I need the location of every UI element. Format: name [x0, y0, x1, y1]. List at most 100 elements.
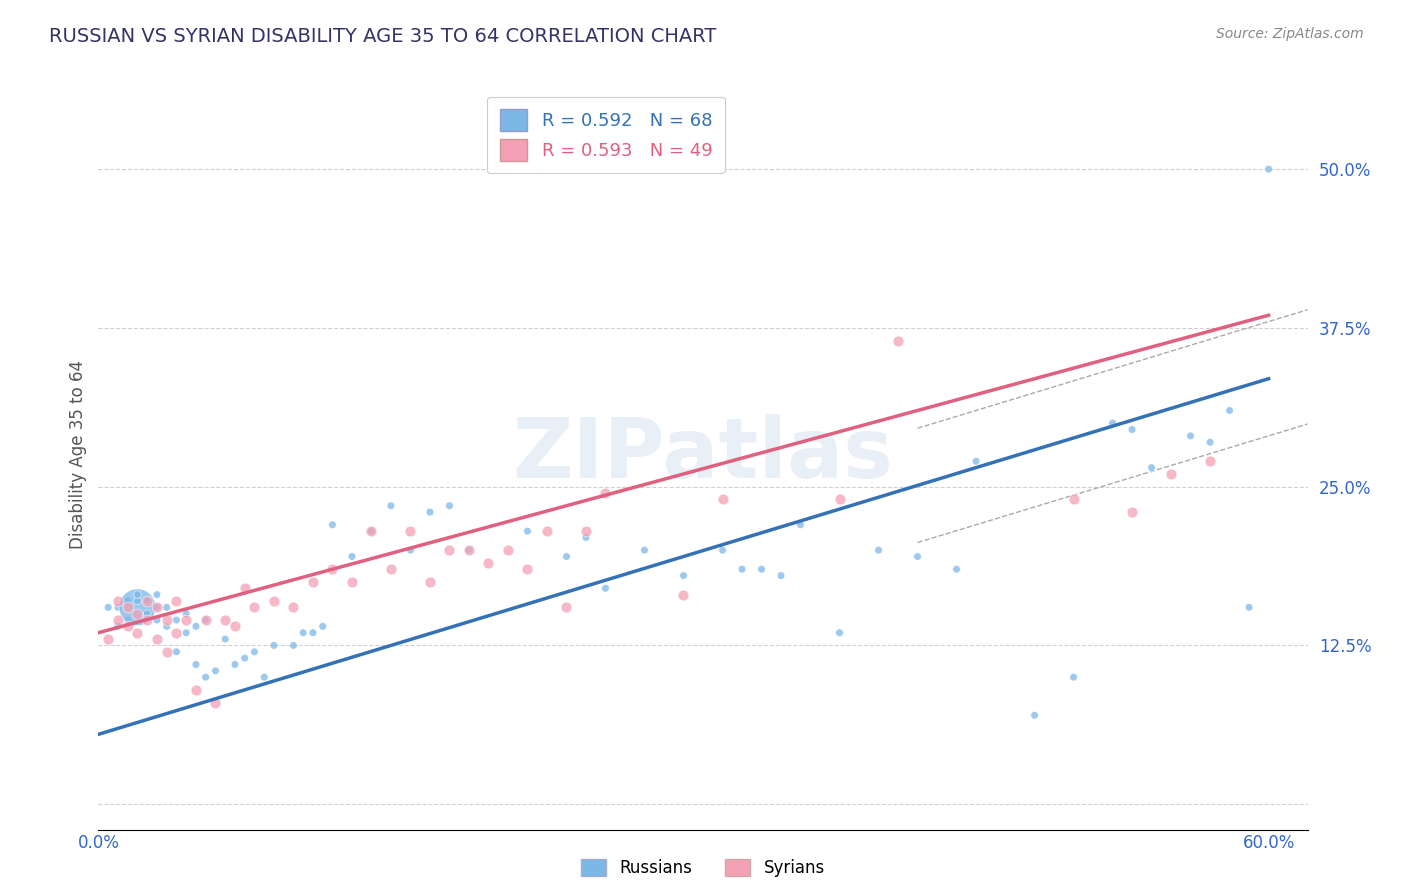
Point — [146, 632, 169, 646]
Point — [165, 625, 187, 640]
Point — [156, 613, 179, 627]
Point — [214, 613, 236, 627]
Point — [1199, 435, 1222, 450]
Point — [711, 543, 734, 558]
Point — [477, 556, 499, 570]
Point — [156, 645, 179, 659]
Point — [1199, 454, 1222, 468]
Point — [136, 594, 159, 608]
Point — [399, 524, 422, 538]
Point — [1257, 162, 1279, 177]
Point — [174, 607, 197, 621]
Point — [516, 562, 538, 576]
Point — [107, 594, 129, 608]
Point — [263, 594, 285, 608]
Point — [136, 613, 159, 627]
Point — [769, 568, 792, 582]
Point — [1063, 670, 1085, 684]
Point — [1160, 467, 1182, 481]
Point — [184, 619, 207, 633]
Point — [214, 632, 236, 646]
Point — [233, 581, 256, 595]
Y-axis label: Disability Age 35 to 64: Disability Age 35 to 64 — [69, 360, 87, 549]
Legend: R = 0.592   N = 68, R = 0.593   N = 49: R = 0.592 N = 68, R = 0.593 N = 49 — [488, 97, 725, 173]
Point — [555, 549, 578, 564]
Point — [165, 594, 187, 608]
Point — [107, 600, 129, 615]
Point — [184, 657, 207, 672]
Point — [496, 543, 519, 558]
Point — [97, 632, 120, 646]
Point — [302, 625, 325, 640]
Point — [419, 574, 441, 589]
Point — [1121, 505, 1143, 519]
Point — [672, 588, 695, 602]
Point — [204, 664, 226, 678]
Point — [907, 549, 929, 564]
Point — [1219, 403, 1241, 417]
Point — [340, 574, 363, 589]
Point — [194, 613, 217, 627]
Text: ZIPatlas: ZIPatlas — [513, 415, 893, 495]
Point — [156, 619, 179, 633]
Point — [117, 613, 139, 627]
Point — [439, 543, 461, 558]
Point — [516, 524, 538, 538]
Point — [536, 524, 558, 538]
Point — [1063, 492, 1085, 507]
Point — [204, 696, 226, 710]
Point — [107, 619, 129, 633]
Point — [127, 600, 149, 615]
Point — [146, 600, 169, 615]
Point — [380, 499, 402, 513]
Point — [595, 581, 617, 595]
Point — [595, 486, 617, 500]
Point — [184, 682, 207, 697]
Point — [399, 543, 422, 558]
Point — [127, 625, 149, 640]
Point — [1101, 416, 1123, 430]
Point — [419, 505, 441, 519]
Point — [174, 613, 197, 627]
Point — [107, 613, 129, 627]
Point — [321, 517, 343, 532]
Point — [146, 588, 169, 602]
Point — [194, 613, 217, 627]
Point — [243, 600, 266, 615]
Point — [1180, 429, 1202, 443]
Point — [1121, 423, 1143, 437]
Point — [253, 670, 276, 684]
Point — [1237, 600, 1260, 615]
Point — [127, 594, 149, 608]
Point — [575, 524, 598, 538]
Point — [633, 543, 655, 558]
Point — [555, 600, 578, 615]
Point — [165, 645, 187, 659]
Text: Source: ZipAtlas.com: Source: ZipAtlas.com — [1216, 27, 1364, 41]
Point — [233, 651, 256, 665]
Point — [1024, 708, 1046, 723]
Point — [97, 600, 120, 615]
Point — [127, 607, 149, 621]
Point — [174, 625, 197, 640]
Point — [127, 588, 149, 602]
Point — [312, 619, 335, 633]
Point — [283, 600, 305, 615]
Point — [224, 619, 246, 633]
Point — [828, 625, 851, 640]
Point — [360, 524, 382, 538]
Point — [711, 492, 734, 507]
Point — [672, 568, 695, 582]
Point — [165, 613, 187, 627]
Point — [321, 562, 343, 576]
Point — [136, 594, 159, 608]
Point — [751, 562, 773, 576]
Point — [263, 639, 285, 653]
Point — [789, 517, 811, 532]
Point — [887, 334, 910, 348]
Point — [146, 613, 169, 627]
Point — [868, 543, 890, 558]
Point — [117, 594, 139, 608]
Point — [146, 600, 169, 615]
Point — [117, 600, 139, 615]
